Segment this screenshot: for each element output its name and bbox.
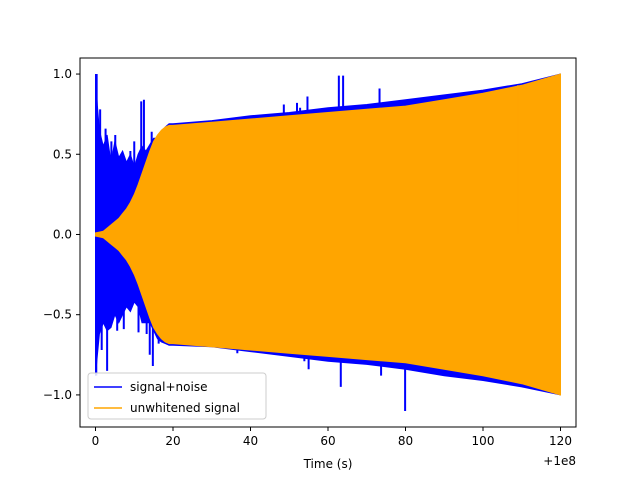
x-tick-label: 20 [165,434,180,448]
y-tick-label: −0.5 [43,308,72,322]
y-tick-label: −1.0 [43,388,72,402]
x-tick-label: 0 [92,434,100,448]
legend-box [87,372,267,420]
y-tick-label: 0.0 [53,227,72,241]
y-tick-label: 0.5 [53,147,72,161]
plot-area [95,73,561,411]
x-offset-label: +1e8 [543,454,576,468]
series-unwhitened-signal-band [95,73,561,396]
y-tick-label: 1.0 [53,67,72,81]
x-tick-label: 120 [549,434,572,448]
y-axis: −1.0 −0.5 0.0 0.5 1.0 [43,67,80,402]
legend: signal+noise unwhitened signal [87,372,267,420]
x-axis-label: Time (s) [303,457,353,471]
x-tick-label: 80 [398,434,413,448]
x-tick-label: 40 [243,434,258,448]
legend-entry-label: unwhitened signal [130,401,240,415]
x-tick-label: 60 [320,434,335,448]
x-tick-label: 100 [472,434,495,448]
x-axis: 0 20 40 60 80 100 120 [92,427,572,448]
legend-entry-label: signal+noise [130,380,207,394]
